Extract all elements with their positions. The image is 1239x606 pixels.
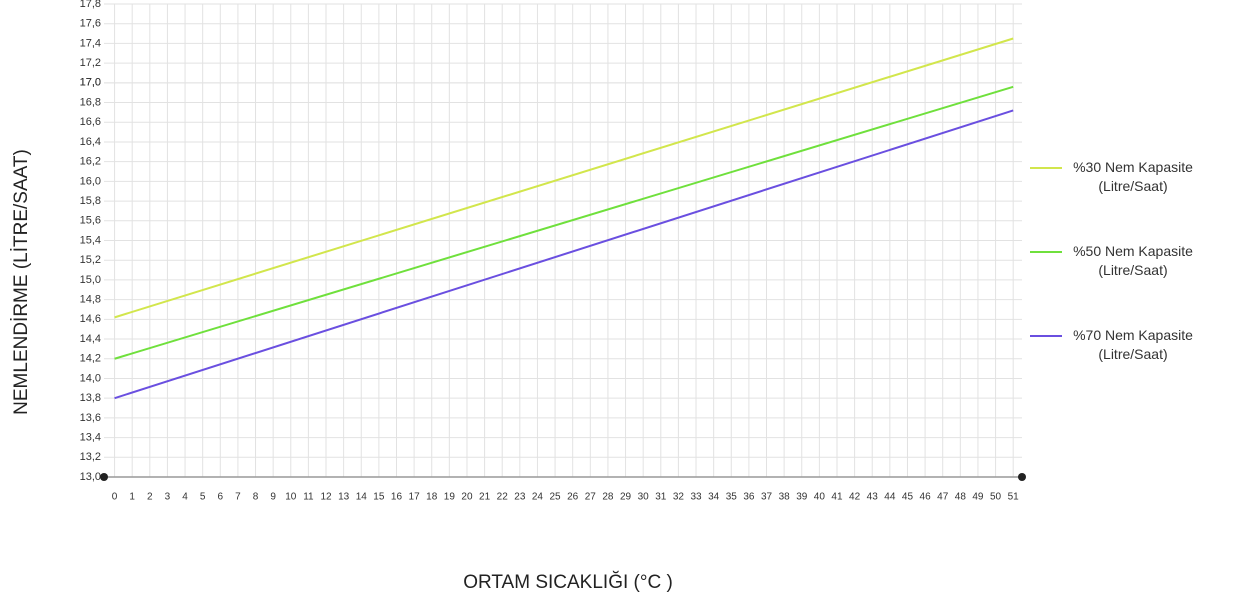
x-tick-label: 38 bbox=[779, 492, 791, 503]
x-tick-label: 22 bbox=[497, 492, 509, 503]
x-tick-label: 17 bbox=[409, 492, 421, 503]
series-line bbox=[114, 37, 1014, 319]
x-tick-label: 12 bbox=[320, 492, 332, 503]
y-tick-label: 15,2 bbox=[80, 254, 101, 266]
legend-item: %50 Nem Kapasite (Litre/Saat) bbox=[1030, 242, 1230, 280]
x-tick-label: 3 bbox=[165, 492, 171, 503]
x-tick-label: 45 bbox=[902, 492, 914, 503]
x-tick-label: 35 bbox=[726, 492, 738, 503]
x-tick-label: 34 bbox=[708, 492, 720, 503]
y-tick-label: 13,0 bbox=[80, 471, 101, 483]
legend-swatch bbox=[1030, 167, 1062, 169]
x-tick-label: 25 bbox=[550, 492, 562, 503]
x-tick-label: 24 bbox=[532, 492, 544, 503]
legend-label: %50 Nem Kapasite (Litre/Saat) bbox=[1073, 243, 1193, 278]
x-tick-label: 7 bbox=[235, 492, 241, 503]
x-tick-label: 21 bbox=[479, 492, 491, 503]
x-tick-label: 28 bbox=[602, 492, 614, 503]
x-tick-label: 23 bbox=[514, 492, 526, 503]
series-line bbox=[114, 109, 1014, 400]
x-tick-label: 29 bbox=[620, 492, 632, 503]
x-tick-label: 32 bbox=[673, 492, 685, 503]
x-tick-label: 2 bbox=[147, 492, 153, 503]
y-tick-label: 13,2 bbox=[80, 451, 101, 463]
x-tick-label: 6 bbox=[218, 492, 224, 503]
x-tick-label: 49 bbox=[972, 492, 984, 503]
x-tick-label: 18 bbox=[426, 492, 438, 503]
x-tick-label: 30 bbox=[638, 492, 650, 503]
y-tick-label: 16,0 bbox=[80, 175, 101, 187]
x-tick-label: 16 bbox=[391, 492, 403, 503]
x-tick-label: 43 bbox=[867, 492, 879, 503]
x-tick-label: 8 bbox=[253, 492, 259, 503]
x-tick-label: 4 bbox=[182, 492, 188, 503]
x-tick-label: 39 bbox=[796, 492, 808, 503]
x-tick-label: 27 bbox=[585, 492, 597, 503]
y-tick-label: 15,0 bbox=[80, 274, 101, 286]
y-tick-label: 17,6 bbox=[80, 18, 101, 30]
x-tick-label: 19 bbox=[444, 492, 456, 503]
y-tick-label: 14,2 bbox=[80, 353, 101, 365]
y-tick-label: 16,4 bbox=[80, 136, 101, 148]
x-tick-label: 37 bbox=[761, 492, 773, 503]
x-tick-label: 48 bbox=[955, 492, 967, 503]
legend-item: %70 Nem Kapasite (Litre/Saat) bbox=[1030, 326, 1230, 364]
y-tick-label: 13,6 bbox=[80, 412, 101, 424]
legend-label: %70 Nem Kapasite (Litre/Saat) bbox=[1073, 327, 1193, 362]
x-tick-label: 26 bbox=[567, 492, 579, 503]
x-tick-label: 20 bbox=[461, 492, 473, 503]
y-tick-label: 17,0 bbox=[80, 77, 101, 89]
x-tick-label: 44 bbox=[884, 492, 896, 503]
x-tick-label: 0 bbox=[112, 492, 118, 503]
axis-dot bbox=[1018, 473, 1026, 481]
y-tick-label: 14,8 bbox=[80, 294, 101, 306]
x-tick-label: 1 bbox=[129, 492, 135, 503]
y-axis-title: NEMLENDİRME (LİTRE/SAAT) bbox=[11, 149, 32, 415]
y-tick-label: 16,2 bbox=[80, 156, 101, 168]
x-tick-label: 14 bbox=[356, 492, 368, 503]
y-tick-label: 17,8 bbox=[80, 0, 101, 10]
y-tick-label: 15,8 bbox=[80, 195, 101, 207]
x-tick-label: 15 bbox=[373, 492, 385, 503]
y-tick-label: 17,4 bbox=[80, 37, 101, 49]
x-tick-label: 51 bbox=[1008, 492, 1020, 503]
y-tick-label: 17,2 bbox=[80, 57, 101, 69]
y-tick-label: 14,4 bbox=[80, 333, 101, 345]
x-axis-title: ORTAM SICAKLIĞI (°C ) bbox=[463, 572, 673, 593]
y-tick-label: 15,4 bbox=[80, 234, 101, 246]
legend-swatch bbox=[1030, 335, 1062, 337]
x-tick-label: 10 bbox=[285, 492, 297, 503]
x-tick-label: 41 bbox=[831, 492, 843, 503]
x-tick-label: 47 bbox=[937, 492, 949, 503]
x-tick-label: 5 bbox=[200, 492, 206, 503]
y-tick-label: 15,6 bbox=[80, 215, 101, 227]
y-tick-label: 14,0 bbox=[80, 372, 101, 384]
y-tick-label: 17,0 bbox=[80, 77, 101, 89]
x-tick-label: 40 bbox=[814, 492, 826, 503]
x-tick-label: 13 bbox=[338, 492, 350, 503]
y-tick-label: 16,8 bbox=[80, 96, 101, 108]
x-tick-label: 31 bbox=[655, 492, 667, 503]
x-tick-label: 42 bbox=[849, 492, 861, 503]
x-tick-label: 46 bbox=[920, 492, 932, 503]
x-tick-label: 36 bbox=[743, 492, 755, 503]
series-line bbox=[114, 85, 1014, 360]
y-tick-label: 13,8 bbox=[80, 392, 101, 404]
y-tick-label: 13,4 bbox=[80, 431, 101, 443]
y-tick-label: 14,6 bbox=[80, 313, 101, 325]
x-tick-label: 11 bbox=[303, 492, 314, 503]
legend-swatch bbox=[1030, 251, 1062, 253]
y-tick-label: 16,6 bbox=[80, 116, 101, 128]
x-tick-label: 33 bbox=[690, 492, 702, 503]
axis-dot bbox=[100, 473, 108, 481]
legend-item: %30 Nem Kapasite (Litre/Saat) bbox=[1030, 158, 1230, 196]
x-tick-label: 50 bbox=[990, 492, 1002, 503]
legend-label: %30 Nem Kapasite (Litre/Saat) bbox=[1073, 159, 1193, 194]
x-tick-label: 9 bbox=[270, 492, 276, 503]
